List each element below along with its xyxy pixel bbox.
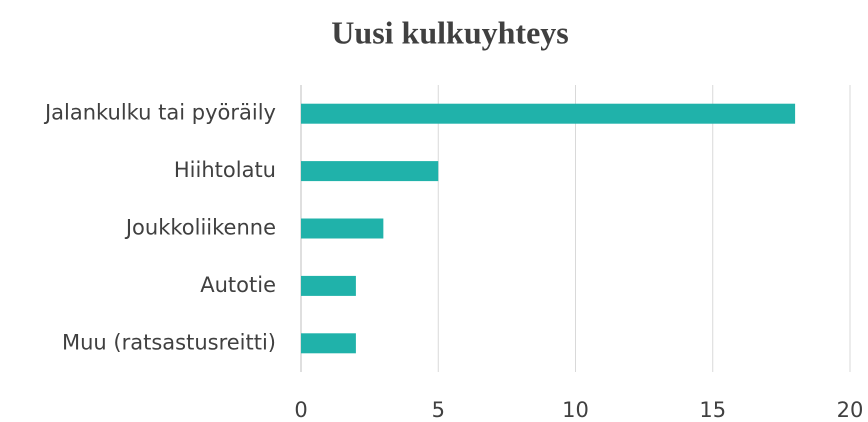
x-tick-label: 10 (562, 398, 589, 422)
bar (301, 218, 384, 239)
bar (301, 333, 356, 354)
y-tick-label: Joukkoliikenne (124, 216, 276, 240)
x-tick-label: 15 (699, 398, 726, 422)
y-tick-label: Autotie (200, 273, 276, 297)
bar (301, 161, 439, 182)
bar (301, 275, 356, 296)
chart-title: Uusi kulkuyhteys (331, 14, 568, 50)
y-tick-label: Jalankulku tai pyöräily (43, 101, 276, 125)
x-tick-label: 20 (837, 398, 864, 422)
y-tick-label: Muu (ratsastusreitti) (62, 330, 276, 354)
bar (301, 103, 796, 124)
x-tick-label: 5 (432, 398, 445, 422)
x-tick-label: 0 (294, 398, 307, 422)
y-tick-label: Hiihtolatu (174, 158, 276, 182)
